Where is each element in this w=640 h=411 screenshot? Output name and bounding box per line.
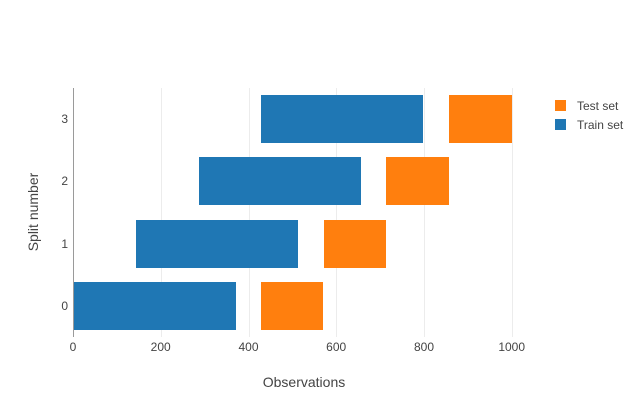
x-gridline-800 — [424, 88, 425, 337]
test-bar-split-1[interactable] — [323, 219, 387, 268]
train-bar-split-1[interactable] — [135, 219, 298, 268]
x-gridline-200 — [160, 88, 162, 337]
x-tick-label: 400 — [238, 340, 259, 354]
x-tick-label: 200 — [150, 340, 171, 354]
x-gridline-1000 — [511, 88, 513, 337]
x-gridline-600 — [336, 88, 338, 337]
test-bar-split-2[interactable] — [386, 157, 449, 206]
train-bar-split-2[interactable] — [198, 157, 361, 206]
legend-label: Train set — [577, 117, 624, 132]
y-axis-line — [73, 88, 74, 337]
legend-item-train-set[interactable]: Train set — [555, 115, 623, 134]
test-bar-split-3[interactable] — [449, 95, 512, 144]
x-axis-title: Observations — [262, 374, 346, 390]
y-tick-label: 0 — [61, 298, 68, 313]
x-tick-label: 800 — [413, 340, 435, 354]
train-bar-split-0[interactable] — [73, 281, 236, 330]
y-tick-label: 1 — [61, 236, 68, 251]
plot-area — [73, 88, 535, 337]
y-tick-label: 2 — [61, 174, 68, 189]
x-tick-label: 600 — [326, 340, 347, 354]
y-tick-label: 3 — [61, 112, 68, 127]
test-set-swatch-icon — [555, 100, 566, 111]
train-bar-split-3[interactable] — [261, 95, 424, 144]
x-tick-label: 0 — [69, 340, 77, 354]
train-set-swatch-icon — [555, 119, 566, 130]
x-tick-label: 1000 — [498, 340, 526, 354]
legend-label: Test set — [577, 98, 619, 113]
test-bar-split-0[interactable] — [261, 281, 324, 330]
x-gridline-400 — [248, 88, 250, 337]
legend-item-test-set[interactable]: Test set — [555, 96, 623, 115]
legend: Test set Train set — [555, 96, 623, 134]
